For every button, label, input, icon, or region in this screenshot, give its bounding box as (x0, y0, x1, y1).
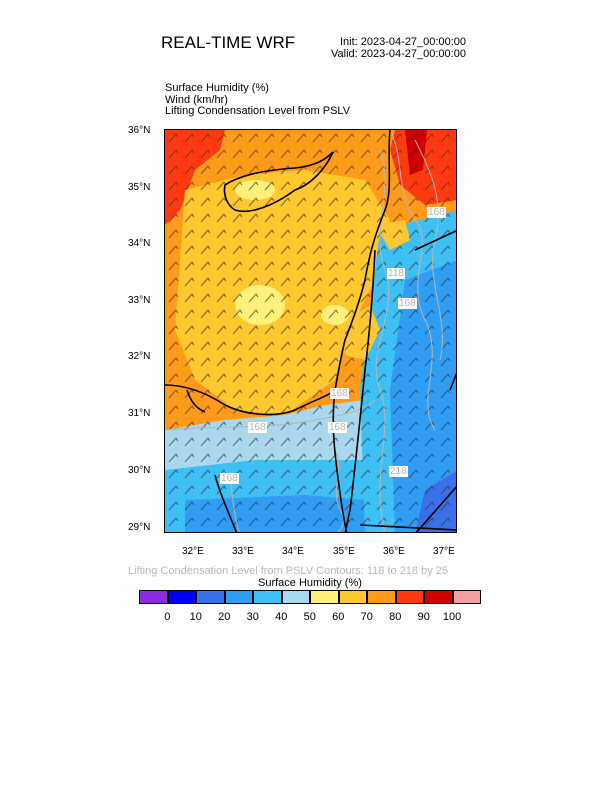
contour-label: 168 (248, 422, 267, 433)
field-label-wind: Wind (km/hr) (165, 94, 228, 106)
colorbar-cell (338, 590, 367, 604)
valid-time: Valid: 2023-04-27_00:00:00 (331, 48, 466, 60)
lon-label: 34°E (282, 546, 304, 557)
colorbar-cell (281, 590, 310, 604)
colorbar-cell (196, 590, 225, 604)
page-title: REAL-TIME WRF (161, 33, 296, 52)
colorbar (139, 590, 481, 604)
colorbar-cell (310, 590, 339, 604)
lat-label: 33°N (128, 295, 151, 306)
lat-label: 35°N (128, 182, 151, 193)
colorbar-label: 0 (164, 611, 171, 623)
colorbar-label: 30 (246, 611, 259, 623)
colorbar-label: 70 (360, 611, 373, 623)
colorbar-cell (224, 590, 253, 604)
lon-label: 32°E (182, 546, 204, 557)
colorbar-cell (139, 590, 168, 604)
contour-label: 168 (398, 298, 417, 309)
lat-label: 31°N (128, 408, 151, 419)
lon-label: 35°E (333, 546, 355, 557)
lat-label: 34°N (128, 238, 151, 249)
colorbar-label: 50 (303, 611, 316, 623)
colorbar-cell (253, 590, 282, 604)
lat-label: 32°N (128, 351, 151, 362)
contour-label: 218 (389, 466, 408, 477)
lon-label: 37°E (433, 546, 455, 557)
colorbar-label: 10 (189, 611, 202, 623)
colorbar-cell (167, 590, 196, 604)
colorbar-cell (424, 590, 453, 604)
contour-label: 168 (330, 388, 349, 399)
field-label-humidity: Surface Humidity (%) (165, 82, 269, 94)
map-graphic (165, 130, 456, 532)
colorbar-title: Surface Humidity (%) (258, 577, 362, 589)
lon-label: 33°E (232, 546, 254, 557)
field-label-lcl: Lifting Condensation Level from PSLV (165, 105, 351, 117)
colorbar-cell (367, 590, 396, 604)
colorbar-label: 90 (417, 611, 430, 623)
lon-label: 36°E (383, 546, 405, 557)
colorbar-label: 40 (275, 611, 288, 623)
lat-label: 30°N (128, 465, 151, 476)
colorbar-label: 80 (389, 611, 402, 623)
colorbar-cell (452, 590, 481, 604)
contour-note: Lifting Condensation Level from PSLV Con… (128, 565, 449, 577)
init-time: Init: 2023-04-27_00:00:00 (340, 36, 466, 48)
colorbar-label: 100 (442, 611, 462, 623)
contour-label: 168 (328, 422, 347, 433)
contour-label: 168 (427, 207, 446, 218)
lat-label: 36°N (128, 125, 151, 136)
lat-label: 29°N (128, 522, 151, 533)
colorbar-label: 20 (218, 611, 231, 623)
contour-label: 168 (220, 473, 239, 484)
colorbar-label: 60 (332, 611, 345, 623)
colorbar-cell (395, 590, 424, 604)
humidity-map: 168 118 168 168 168 168 218 168 (164, 129, 457, 533)
contour-label: 118 (387, 268, 405, 279)
